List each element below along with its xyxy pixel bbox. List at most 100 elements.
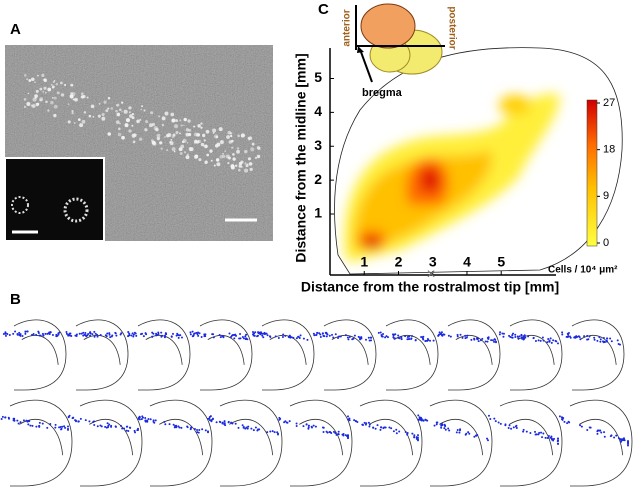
cell [115,120,120,124]
x-tick-label: 1 [360,254,368,270]
cell-dot [619,438,622,441]
cell [119,122,121,125]
section-inner [393,335,431,365]
cell-dot [481,337,484,340]
cell-dot [139,333,142,336]
section-outline [261,319,315,391]
cell [249,167,253,172]
cell-dot [448,429,451,432]
cell [71,111,74,115]
cell [254,156,258,160]
cell-dot [46,426,49,429]
cell-dot [508,334,511,337]
cell-dot [464,337,467,340]
cell-dot [497,421,500,424]
section-inner [83,335,121,365]
cell-dot [365,422,368,425]
cell-dot [441,424,444,427]
cell-dot [426,339,429,342]
cell [136,119,140,124]
cell [170,112,175,117]
cell [101,112,105,117]
cell [179,152,183,155]
cell-dot [201,428,204,431]
cell-dot [532,337,535,340]
cell-dot [108,333,111,336]
cell-dot [328,334,331,337]
cell-dot [197,331,200,334]
cell [179,119,182,122]
cell-dot [326,431,329,434]
cell-dot [380,334,383,337]
cell [50,100,54,105]
cell-dot [616,339,619,342]
cell-dot [252,429,255,432]
cell-dot [212,333,215,336]
cell [193,155,198,160]
cell [219,140,224,145]
cell-dot [93,330,96,333]
cell-dot [54,423,57,426]
cell [171,135,175,139]
cell [185,155,190,160]
cell [218,127,223,132]
cell-dot [105,426,108,429]
section-inner [455,335,493,365]
cell-dot [376,424,379,427]
cell [203,139,206,142]
cell [23,74,27,77]
cell-dot [368,425,371,428]
cell-dot [127,430,130,433]
cell-dot [555,340,558,343]
cell-dot [96,333,99,336]
cell [123,109,128,114]
cell [44,91,47,94]
cell [197,124,201,128]
cell-dot [161,334,164,337]
cell-dot [544,436,547,439]
cell-dot [479,339,482,342]
cell-dot [332,430,335,433]
cell-dot [537,433,540,436]
cell-dot [511,336,514,339]
section-outline [509,319,563,391]
cell-dot [307,427,310,430]
cell-dot [67,425,69,428]
cell [53,104,58,109]
cell-dot [558,415,561,418]
cell-dot [164,332,167,335]
cell [67,120,71,124]
cell-dot [277,337,280,340]
cell-dot [392,336,395,339]
cell [132,140,136,144]
cell [244,168,249,173]
section-inner [229,419,274,456]
cell-dot [325,335,328,338]
cell-dot [197,431,200,434]
cell [33,81,37,84]
section-inner [19,419,64,456]
cell-dot [322,431,325,434]
cell-dot [346,415,349,418]
cell-dot [21,335,24,338]
cell [42,90,45,93]
cell-dot [511,334,514,337]
cell-dot [84,332,87,335]
section-outline [75,319,129,391]
cell-dot [540,431,543,434]
cell-dot [223,420,226,423]
cell-dot [254,331,257,334]
cell-dot [421,337,424,340]
cell-dot [242,337,245,340]
cell [43,78,47,82]
cell [180,124,183,127]
cell-dot [223,422,226,425]
cell-dot [203,334,206,337]
x-tick-label: 3 [429,254,437,270]
cell [256,146,261,150]
cell-dot [398,430,401,433]
cell-dot [420,417,423,420]
cell-dot [48,333,51,336]
cell-dot [96,425,99,428]
cell [212,132,215,134]
